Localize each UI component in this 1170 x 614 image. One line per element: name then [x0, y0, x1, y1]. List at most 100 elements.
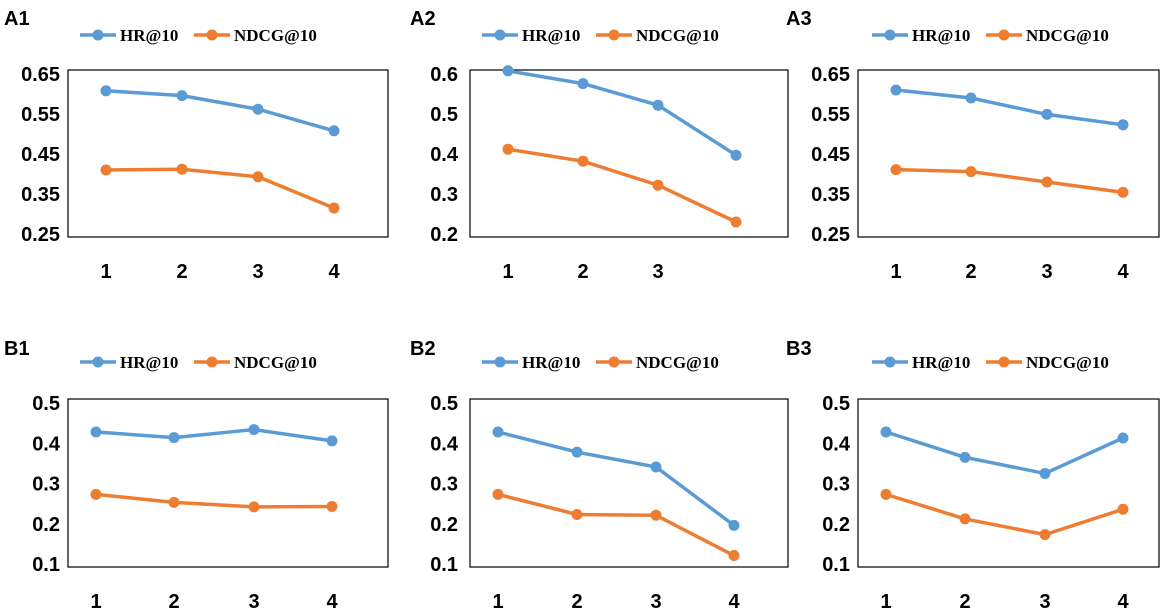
- y-tick-label: 0.55: [21, 104, 60, 126]
- data-point-hr-3: [252, 103, 264, 115]
- panel-label: B1: [4, 338, 30, 360]
- y-tick-label: 0.3: [822, 474, 850, 496]
- x-tick-label: 1: [492, 591, 503, 613]
- y-tick-label: 0.3: [430, 184, 458, 206]
- legend: HR@10 NDCG@10: [482, 353, 719, 372]
- data-point-hr-2: [965, 92, 977, 104]
- data-point-hr-3: [1039, 467, 1051, 479]
- y-tick-label: 0.25: [811, 224, 850, 246]
- data-point-hr-1: [100, 85, 112, 97]
- data-point-ndcg-2: [959, 513, 971, 525]
- legend-marker-hr: [494, 356, 506, 368]
- legend-marker-ndcg: [998, 356, 1010, 368]
- y-tick-label: 0.25: [21, 224, 60, 246]
- legend-label-hr: HR@10: [522, 353, 580, 372]
- x-tick-label: 2: [959, 591, 970, 613]
- y-tick-label: 0.1: [822, 554, 850, 576]
- data-point-ndcg-4: [326, 500, 338, 512]
- legend-label-hr: HR@10: [522, 26, 580, 45]
- series-line-ndcg: [885, 492, 1124, 537]
- legend-label-ndcg: NDCG@10: [636, 353, 719, 372]
- data-point-ndcg-2: [571, 508, 583, 520]
- data-point-hr-1: [90, 426, 102, 438]
- x-tick-label: 3: [1041, 261, 1052, 283]
- legend-marker-hr: [92, 29, 104, 41]
- series-line-ndcg: [507, 147, 737, 224]
- panel-label: A2: [410, 8, 436, 30]
- chart-panel-b1: B1 HR@10 NDCG@10 0.5 0.4 0.3 0.2 0.1 1 2 3 4: [4, 338, 389, 613]
- x-tick-label: 4: [326, 591, 338, 613]
- x-tick-label: 4: [1117, 261, 1129, 283]
- x-tick-label: 3: [652, 261, 663, 283]
- x-tick-label: 3: [650, 591, 661, 613]
- x-tick-label: 4: [328, 261, 340, 283]
- chart-panel-b2: B2 HR@10 NDCG@10 0.5 0.4 0.3 0.2 0.1 1 2 3 4: [410, 338, 789, 613]
- series-line-hr: [95, 427, 333, 443]
- legend-label-hr: HR@10: [120, 353, 178, 372]
- y-tick-label: 0.2: [430, 224, 458, 246]
- y-tick-label: 0.35: [21, 184, 60, 206]
- panel-label: B2: [410, 338, 436, 360]
- x-tick-label: 3: [252, 261, 263, 283]
- data-point-hr-1: [880, 426, 892, 438]
- x-tick-label: 1: [502, 261, 513, 283]
- y-tick-label: 0.3: [430, 474, 458, 496]
- data-point-ndcg-1: [880, 488, 892, 500]
- plot-frame: [857, 69, 1160, 238]
- legend-label-hr: HR@10: [912, 353, 970, 372]
- series-line-hr: [105, 89, 335, 133]
- y-tick-label: 0.4: [430, 144, 459, 166]
- y-tick-label: 0.65: [21, 64, 60, 86]
- series-line-ndcg: [895, 167, 1124, 195]
- y-tick-label: 0.4: [430, 433, 459, 455]
- x-tick-label: 1: [890, 261, 901, 283]
- data-point-ndcg-2: [965, 166, 977, 178]
- y-tick-label: 0.2: [822, 514, 850, 536]
- data-point-hr-4: [326, 435, 338, 447]
- data-point-ndcg-3: [650, 509, 662, 521]
- data-point-hr-4: [728, 519, 740, 531]
- chart-panel-a1: A1 HR@10 NDCG@10 0.65 0.55 0.45 0.35 0.25 1 2 3 4: [4, 8, 389, 283]
- legend: HR@10 NDCG@10: [80, 353, 317, 372]
- legend-marker-hr: [884, 29, 896, 41]
- legend-label-hr: HR@10: [912, 26, 970, 45]
- legend-label-ndcg: NDCG@10: [1026, 353, 1109, 372]
- series-line-ndcg: [105, 167, 335, 210]
- data-point-ndcg-1: [890, 164, 902, 176]
- data-point-hr-4: [1117, 432, 1129, 444]
- chart-panel-a2: A2 HR@10 NDCG@10 0.6 0.5 0.4 0.3 0.2 1 2 3: [410, 8, 789, 283]
- x-tick-label: 1: [880, 591, 891, 613]
- data-point-hr-1: [890, 84, 902, 96]
- data-point-hr-3: [1041, 108, 1053, 120]
- data-point-ndcg-4: [728, 550, 740, 562]
- legend-label-ndcg: NDCG@10: [234, 353, 317, 372]
- legend: HR@10 NDCG@10: [872, 353, 1109, 372]
- y-tick-label: 0.1: [32, 554, 60, 576]
- y-tick-label: 0.5: [32, 393, 60, 415]
- plot-frame: [857, 398, 1160, 568]
- data-point-hr-4: [328, 125, 340, 137]
- data-point-hr-3: [248, 424, 260, 436]
- y-tick-label: 0.5: [822, 393, 850, 415]
- y-tick-label: 0.55: [811, 104, 850, 126]
- y-tick-label: 0.45: [21, 144, 60, 166]
- x-tick-label: 1: [90, 591, 101, 613]
- y-tick-label: 0.45: [811, 144, 850, 166]
- x-tick-label: 2: [176, 261, 187, 283]
- data-point-ndcg-4: [730, 216, 742, 228]
- y-tick-label: 0.65: [811, 64, 850, 86]
- data-point-hr-4: [1117, 119, 1129, 131]
- data-point-ndcg-2: [577, 155, 589, 167]
- series-line-hr: [895, 88, 1124, 127]
- legend-marker-ndcg: [206, 29, 218, 41]
- y-tick-label: 0.35: [811, 184, 850, 206]
- y-tick-label: 0.5: [430, 104, 458, 126]
- panel-label: A3: [786, 8, 812, 30]
- data-point-hr-3: [652, 99, 664, 111]
- plot-frame: [67, 398, 389, 568]
- data-point-hr-4: [730, 149, 742, 161]
- legend-marker-ndcg: [998, 29, 1010, 41]
- data-point-ndcg-1: [100, 164, 112, 176]
- panel-label: B3: [786, 338, 812, 360]
- data-point-hr-2: [168, 432, 180, 444]
